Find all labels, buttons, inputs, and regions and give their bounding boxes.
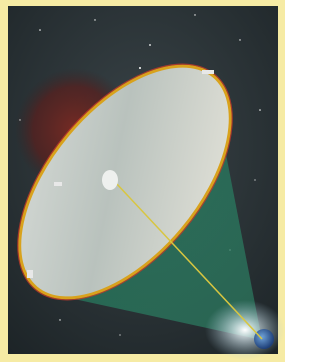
glow <box>205 300 285 360</box>
space-illustration <box>0 0 285 362</box>
page: {} <box>0 0 285 362</box>
receiver <box>102 170 118 190</box>
earth <box>254 329 274 349</box>
